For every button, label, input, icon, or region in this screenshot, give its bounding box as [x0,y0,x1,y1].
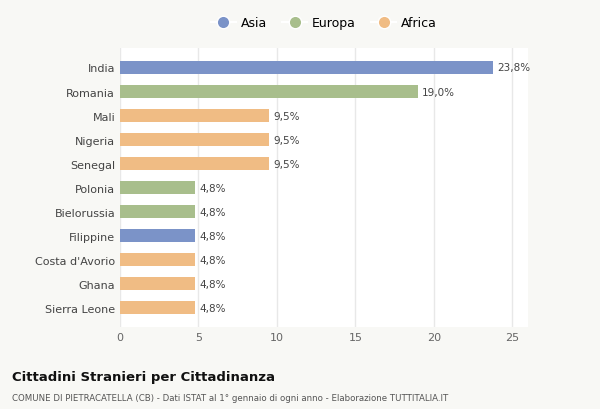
Text: 4,8%: 4,8% [199,279,226,289]
Bar [120,86,418,99]
Text: 4,8%: 4,8% [199,303,226,313]
Bar [120,254,196,267]
Text: 4,8%: 4,8% [199,183,226,193]
Text: 9,5%: 9,5% [273,111,299,121]
Text: 4,8%: 4,8% [199,255,226,265]
Bar [120,229,196,243]
Text: COMUNE DI PIETRACATELLA (CB) - Dati ISTAT al 1° gennaio di ogni anno - Elaborazi: COMUNE DI PIETRACATELLA (CB) - Dati ISTA… [12,393,448,402]
Bar [120,277,196,290]
Bar [120,301,196,315]
Bar [120,62,493,75]
Text: 4,8%: 4,8% [199,231,226,241]
Bar [120,157,269,171]
Text: 9,5%: 9,5% [273,159,299,169]
Bar [120,110,269,123]
Bar [120,134,269,147]
Text: Cittadini Stranieri per Cittadinanza: Cittadini Stranieri per Cittadinanza [12,370,275,383]
Bar [120,182,196,195]
Text: 19,0%: 19,0% [422,87,455,97]
Text: 23,8%: 23,8% [497,63,530,73]
Bar [120,205,196,219]
Text: 4,8%: 4,8% [199,207,226,217]
Legend: Asia, Europa, Africa: Asia, Europa, Africa [207,13,441,34]
Text: 9,5%: 9,5% [273,135,299,145]
